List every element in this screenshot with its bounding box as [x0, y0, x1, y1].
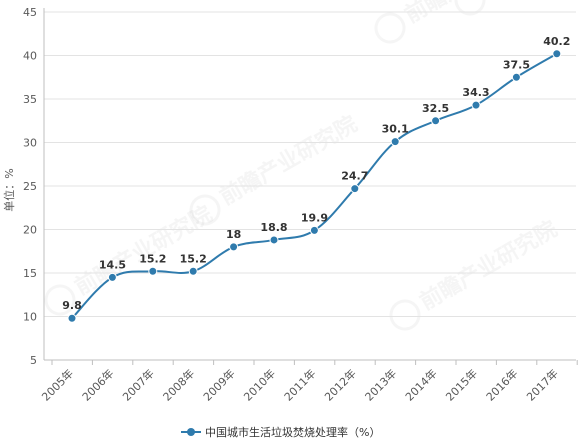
- x-tick-label: 2014年: [402, 366, 439, 403]
- watermark-logo-icon: [386, 296, 424, 334]
- data-label: 18.8: [260, 221, 287, 234]
- data-label: 24.7: [341, 170, 368, 183]
- y-tick-label: 25: [23, 180, 37, 193]
- data-point: [149, 267, 157, 275]
- data-point: [108, 273, 116, 281]
- x-tick-label: 2010年: [241, 366, 278, 403]
- data-point: [512, 73, 520, 81]
- x-tick-label: 2008年: [160, 366, 197, 403]
- y-tick-label: 5: [30, 354, 37, 367]
- y-tick-labels: 5 10 15 20 25 30 35 40 45: [23, 6, 37, 367]
- y-tick-label: 30: [23, 137, 37, 150]
- data-label: 30.1: [382, 123, 409, 136]
- data-point: [310, 226, 318, 234]
- watermark-text: 前瞻产业研究院: [70, 201, 216, 301]
- data-label: 9.8: [62, 299, 82, 312]
- data-point: [432, 117, 440, 125]
- watermark-text: 前瞻产业研究院: [215, 111, 361, 211]
- x-tick-label: 2009年: [200, 366, 237, 403]
- x-tick-label: 2017年: [523, 366, 560, 403]
- x-tick-label: 2015年: [443, 366, 480, 403]
- y-axis-label: 单位：%: [2, 168, 16, 211]
- x-tick-label: 2011年: [281, 366, 318, 403]
- data-label: 15.2: [180, 252, 207, 265]
- data-label: 14.5: [99, 258, 126, 271]
- data-point: [189, 267, 197, 275]
- legend[interactable]: 中国城市生活垃圾焚烧处理率（%）: [181, 425, 380, 439]
- data-point: [68, 314, 76, 322]
- watermark-text: 前瞻产业研究院: [415, 216, 561, 316]
- legend-label: 中国城市生活垃圾焚烧处理率（%）: [205, 425, 380, 439]
- data-point: [472, 101, 480, 109]
- watermarks: 前瞻产业研究院前瞻产业研究院前瞻产业研究院前瞻产业研究院前瞻产业研究院: [41, 0, 584, 334]
- data-point: [391, 138, 399, 146]
- y-tick-label: 10: [23, 311, 37, 324]
- data-point: [351, 185, 359, 193]
- y-tick-label: 45: [23, 6, 37, 19]
- y-tick-label: 35: [23, 93, 37, 106]
- x-tick-label: 2007年: [119, 366, 156, 403]
- data-label: 40.2: [543, 35, 570, 48]
- watermark-logo-icon: [451, 0, 489, 19]
- data-label: 18: [226, 228, 241, 241]
- x-tick-label: 2013年: [362, 366, 399, 403]
- data-label: 32.5: [422, 102, 449, 115]
- watermark: 前瞻产业研究院: [451, 0, 584, 19]
- x-tick-label: 2006年: [79, 366, 116, 403]
- data-point: [270, 236, 278, 244]
- y-tick-label: 40: [23, 50, 37, 63]
- x-tick-label: 2016年: [483, 366, 520, 403]
- x-tick-label: 2005年: [39, 366, 76, 403]
- watermark-logo-icon: [371, 9, 409, 47]
- data-point: [230, 243, 238, 251]
- data-label: 37.5: [503, 58, 530, 71]
- y-tick-label: 20: [23, 224, 37, 237]
- data-label: 19.9: [301, 211, 328, 224]
- legend-marker-swatch: [187, 428, 195, 436]
- y-tick-label: 15: [23, 267, 37, 280]
- x-tick-label: 2012年: [321, 366, 358, 403]
- data-point: [553, 50, 561, 58]
- data-label: 34.3: [462, 86, 489, 99]
- data-label: 15.2: [139, 252, 166, 265]
